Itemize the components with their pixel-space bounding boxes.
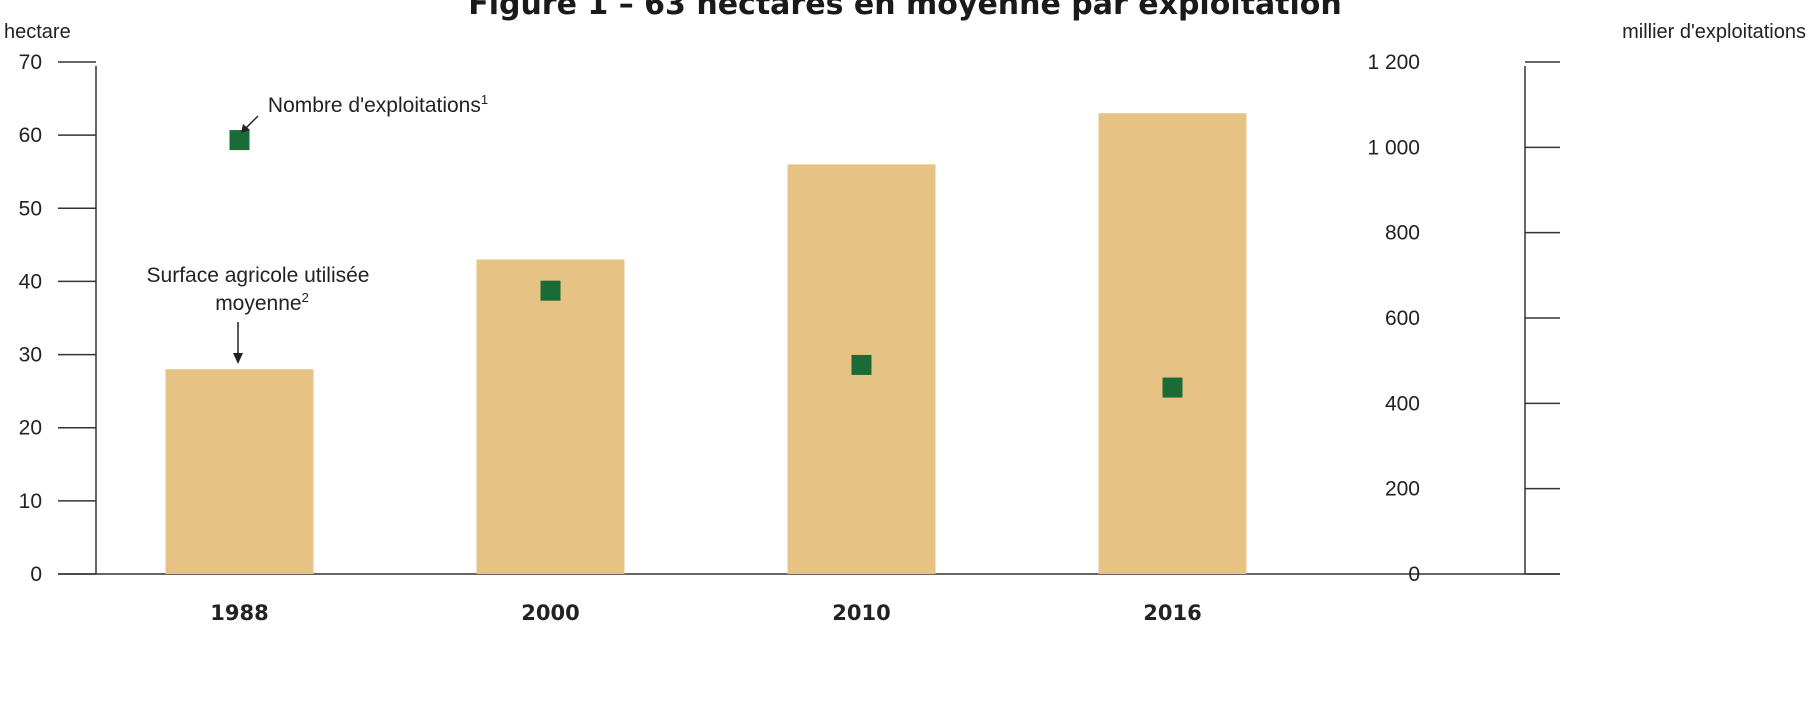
bar-series [165,113,1247,574]
annotation-nombre-arrowhead [241,124,250,133]
left-tick-label: 50 [19,197,42,220]
bar-2000 [476,259,625,574]
right-tick-label: 0 [1408,563,1420,586]
category-label-2016: 2016 [1143,601,1201,625]
category-labels: 1988 2000 2010 2016 [210,601,1201,625]
point-2000 [540,280,561,301]
annotation-surface-arrowhead [233,353,243,364]
right-axis-ticks: 0 200 400 600 800 1 000 1 200 [1367,51,1560,586]
left-axis-ticks: 0 10 20 30 40 50 60 70 [19,51,96,586]
left-axis-label: hectare [4,21,71,43]
category-label-2000: 2000 [521,601,579,625]
annotation-nombre-text: Nombre d'exploitations1 [268,92,488,117]
left-tick-label: 60 [19,124,42,147]
category-label-1988: 1988 [210,601,268,625]
left-tick-label: 40 [19,270,42,293]
category-label-2010: 2010 [832,601,890,625]
left-tick-label: 10 [19,490,42,513]
left-tick-label: 0 [30,563,42,586]
annotation-surface-text-line2: moyenne2 [215,290,309,315]
left-tick-label: 30 [19,344,42,367]
right-tick-label: 600 [1385,307,1420,330]
point-series [229,130,1183,398]
annotation-surface: Surface agricole utilisée moyenne2 [147,264,370,364]
point-1988 [229,130,250,151]
annotation-nombre: Nombre d'exploitations1 [241,92,488,133]
right-tick-label: 200 [1385,478,1420,501]
right-tick-label: 1 200 [1367,51,1420,74]
right-tick-label: 800 [1385,222,1420,245]
annotation-surface-text-line1: Surface agricole utilisée [147,264,370,287]
right-axis-label: millier d'exploitations [1622,21,1806,43]
right-tick-label: 400 [1385,392,1420,415]
point-2010 [851,354,872,375]
left-tick-label: 70 [19,51,42,74]
left-tick-label: 20 [19,417,42,440]
point-2016 [1162,377,1183,398]
bar-2016 [1098,113,1247,574]
annotation-nombre-arrow [245,115,259,129]
right-tick-label: 1 000 [1367,136,1420,159]
chart-title: Figure 1 – 63 hectares en moyenne par ex… [468,0,1342,22]
bar-1988 [165,369,314,574]
